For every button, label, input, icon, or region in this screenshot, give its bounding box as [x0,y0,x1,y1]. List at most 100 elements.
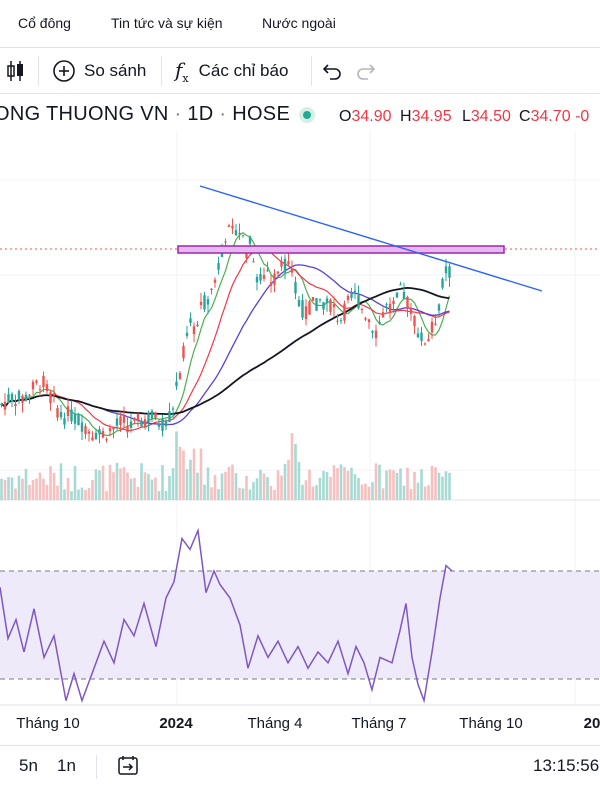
price-chart[interactable]: Tháng 10 2024 Tháng 4 Tháng 7 Tháng 10 20 [0,130,600,745]
rsi-band [0,571,600,679]
candle-body [280,261,283,267]
volume-bar [241,488,245,500]
volume-bar [175,431,178,500]
candle-body [133,417,136,421]
moving-averages [0,231,451,437]
volume-bar [80,487,84,500]
tab-foreign[interactable]: Nước ngoài [262,15,336,31]
candle-body [413,315,416,327]
volume-bar [413,471,416,500]
tab-shareholders[interactable]: Cổ đông [18,15,71,31]
candle-body [73,413,77,424]
volume-bar [49,466,52,500]
volume-bar [315,485,318,500]
volume-bar [220,473,224,500]
goto-date-button[interactable] [117,754,139,781]
volume-bar [322,470,325,500]
symbol-name: ONG THUONG VN [0,103,169,125]
candle-body [70,409,73,422]
volume-bar [437,472,441,500]
volume-bar [423,486,427,500]
candle-body [59,412,63,418]
volume-bar [42,478,45,500]
candle-body [381,312,385,318]
volume-bar [318,477,322,500]
trendline [199,185,543,292]
undo-button[interactable] [321,48,343,94]
drawing-tools [0,185,600,292]
volume-bar [115,462,119,500]
ohlc-high: H34.95 [400,108,452,125]
candle-body [199,301,203,305]
volume-bar [448,472,451,500]
time-axis: Tháng 10 2024 Tháng 4 Tháng 7 Tháng 10 20 [16,715,600,732]
candle-body [164,420,168,427]
volume-bar [430,465,434,500]
redo-button[interactable] [355,48,377,94]
volume-bars [0,431,451,500]
range-1d-button[interactable]: 1n [57,756,76,775]
candle-body [283,258,287,273]
redo-icon [357,64,376,80]
candle-body [98,429,101,435]
volume-bar [203,484,206,500]
candle-body [45,384,49,392]
candle-body [84,426,87,435]
candle-body [21,395,24,403]
volume-bar [332,465,336,500]
candle-body [325,298,329,304]
candle-body [301,300,304,318]
top-tab-bar: Cổ đông Tin tức và sự kiện Nước ngoài [0,0,600,48]
toolbar-divider [311,56,312,86]
candle-body [357,295,360,309]
volume-bar [59,463,63,500]
candle-body [210,288,213,291]
range-5d-button[interactable]: 5n [19,756,38,775]
volume-bar [101,465,105,500]
volume-bar [371,482,374,500]
tab-news-events[interactable]: Tin tức và sự kiện [111,15,223,31]
volume-bar [192,448,196,500]
volume-bar [416,482,420,500]
volume-bar [98,470,101,500]
candle-body [255,276,259,283]
candle-body [276,271,280,274]
volume-bar [262,473,266,500]
candle-body [395,292,399,298]
volume-bar [325,472,329,500]
volume-bar [31,479,35,500]
volume-bar [294,443,297,500]
candle-body [157,424,161,427]
candle-body [350,293,353,298]
candle-body [245,253,248,258]
candle-body [329,299,332,312]
volume-bar [343,467,346,500]
indicators-label: Các chỉ báo [198,61,289,80]
volume-bar [70,491,73,500]
candle-body [38,389,42,391]
symbol-title[interactable]: ONG THUONG VN · 1D · HOSE [0,103,290,126]
candle-body [441,278,444,288]
volume-bar [395,472,399,500]
compare-button[interactable]: So sánh [52,48,146,94]
candle-body [399,284,402,286]
toolbar-divider [38,56,39,86]
candles-icon [7,61,23,81]
candle-body [315,298,318,311]
candle-body [94,432,98,440]
chart-type-button[interactable] [6,48,26,94]
candle-body [147,413,150,423]
time-tick-label: 20 [584,715,600,732]
volume-bar [406,467,409,500]
volume-bar [182,450,185,500]
volume-bar [0,478,3,500]
volume-bar [392,470,395,500]
volume-bar [350,467,353,500]
candle-body [3,401,7,410]
volume-bar [227,466,231,500]
volume-bar [273,489,276,500]
volume-bar [399,468,402,500]
time-tick-label: Tháng 10 [459,715,522,732]
candle-body [297,299,301,307]
indicators-button[interactable]: fx Các chỉ báo [175,48,288,94]
